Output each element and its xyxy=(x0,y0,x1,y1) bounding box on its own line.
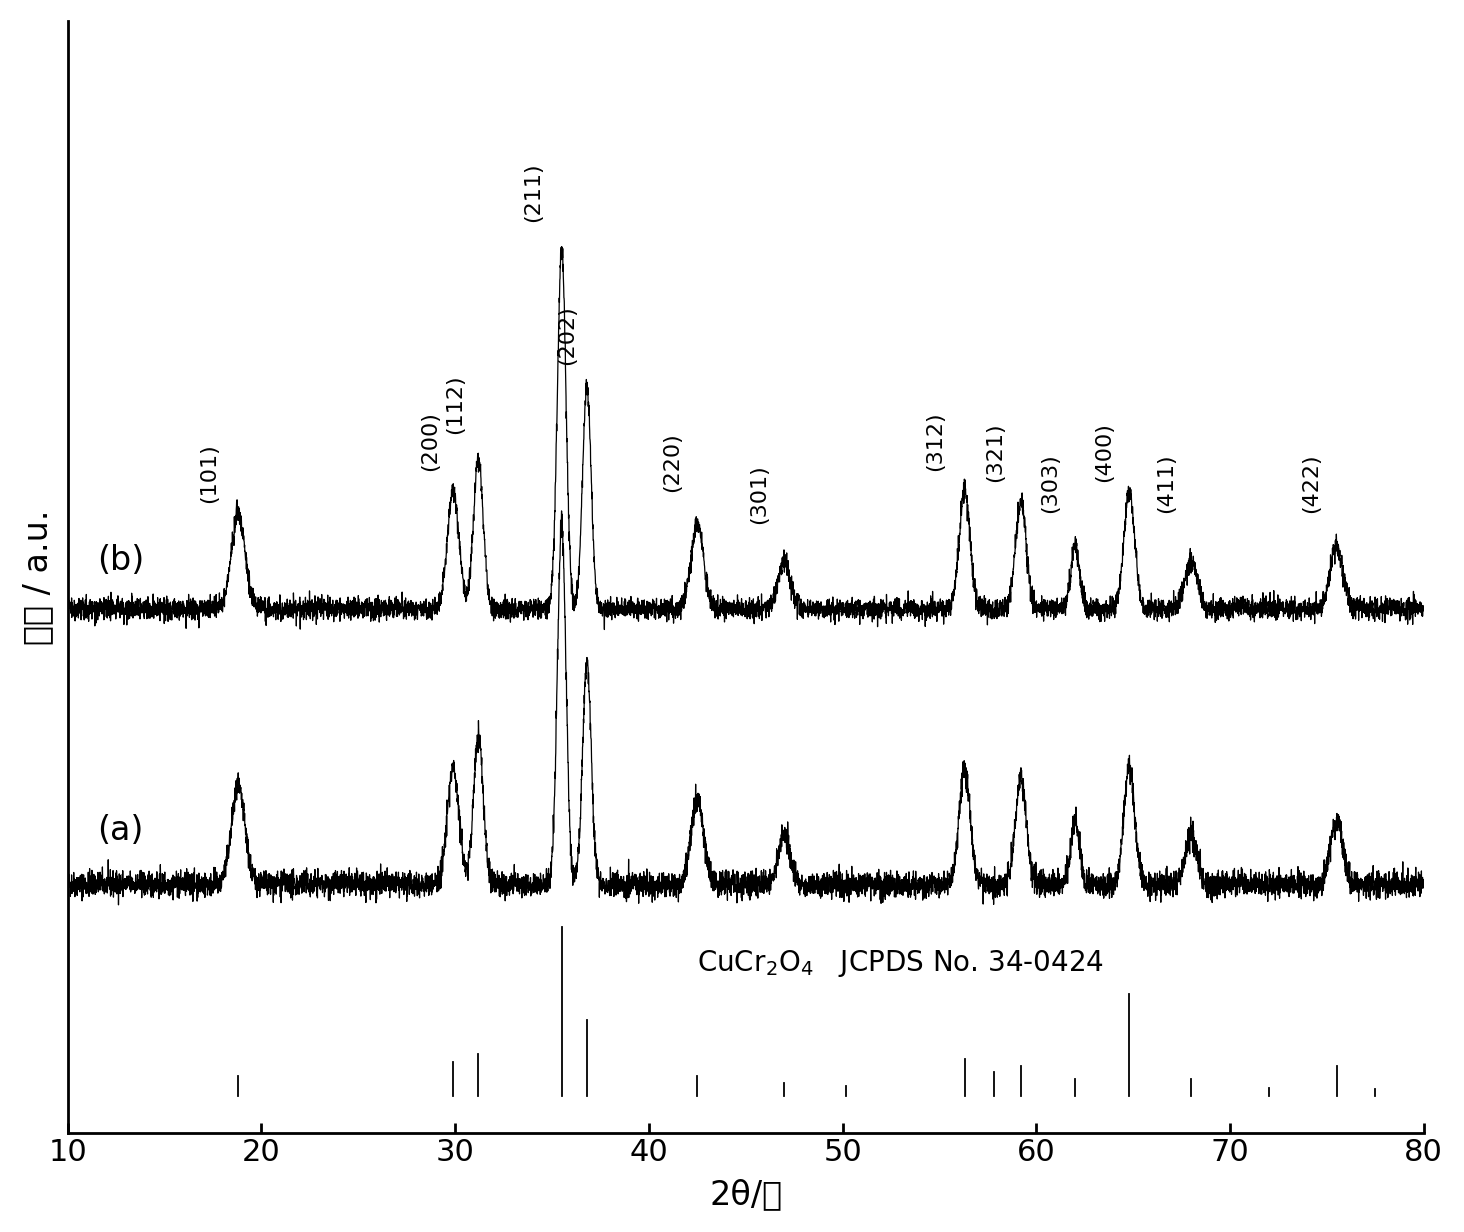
Text: (a): (a) xyxy=(97,814,143,848)
Text: (400): (400) xyxy=(1094,421,1114,482)
Y-axis label: 强度 / a.u.: 强度 / a.u. xyxy=(20,509,54,644)
Text: (b): (b) xyxy=(97,545,143,577)
Text: (411): (411) xyxy=(1157,453,1176,514)
Text: (303): (303) xyxy=(1039,453,1060,514)
Text: (200): (200) xyxy=(420,411,441,471)
Text: (312): (312) xyxy=(925,411,946,471)
X-axis label: 2θ/度: 2θ/度 xyxy=(709,1178,782,1211)
Text: (220): (220) xyxy=(662,432,682,493)
Text: (301): (301) xyxy=(750,464,769,524)
Text: (321): (321) xyxy=(985,423,1006,482)
Text: (202): (202) xyxy=(558,306,577,365)
Text: (112): (112) xyxy=(445,375,466,434)
Text: (422): (422) xyxy=(1301,453,1322,514)
Text: (211): (211) xyxy=(523,163,543,222)
Text: CuCr$_2$O$_4$   JCPDS No. 34-0424: CuCr$_2$O$_4$ JCPDS No. 34-0424 xyxy=(697,949,1104,979)
Text: (101): (101) xyxy=(199,444,220,503)
